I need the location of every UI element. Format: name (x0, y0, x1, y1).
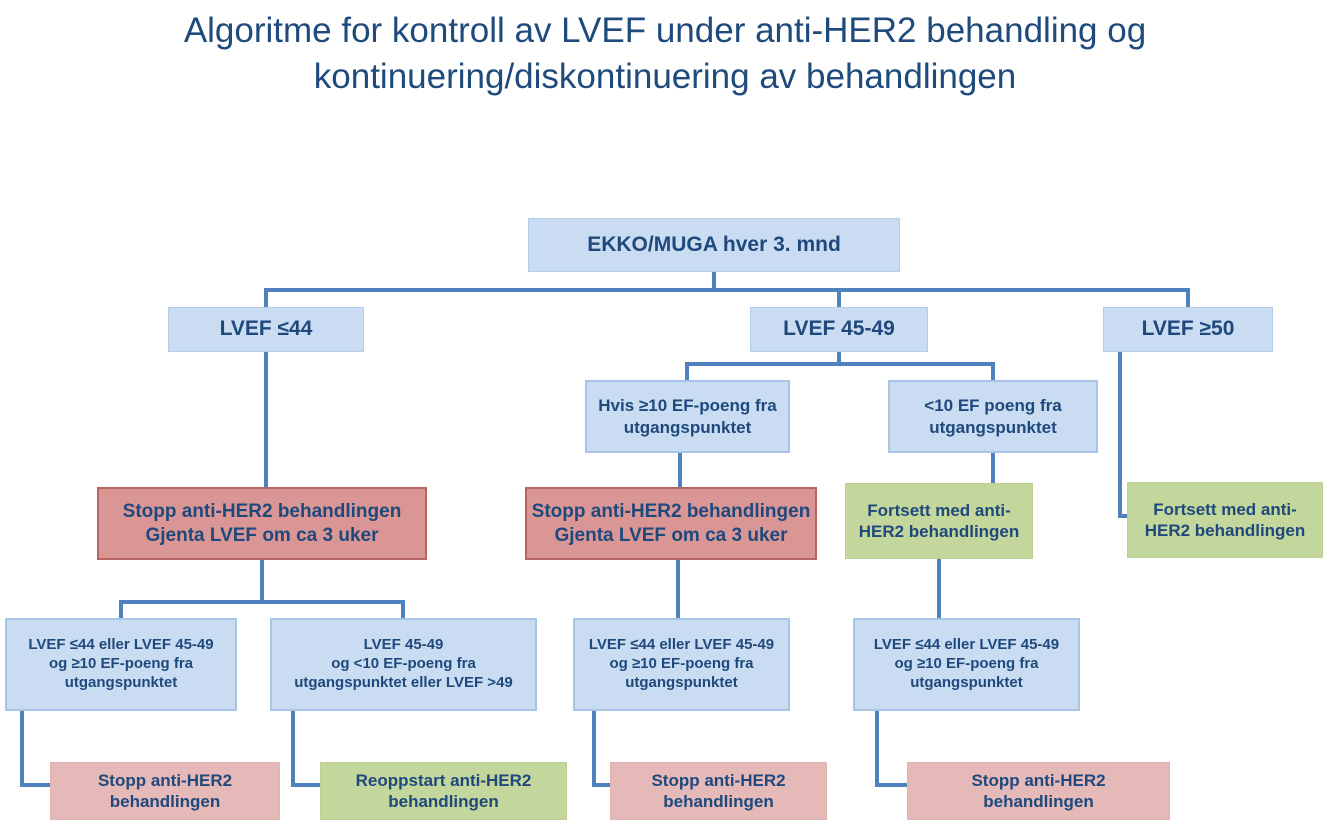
connector (937, 558, 941, 618)
connector (264, 288, 268, 307)
node-reoppstart-bottom: Reoppstart anti-HER2 behandlingen (320, 762, 567, 820)
node-stopp-bottom-1: Stopp anti-HER2 behandlingen (50, 762, 280, 820)
connector (119, 600, 405, 604)
connector (291, 711, 295, 787)
node-stopp-gjenta-left: Stopp anti-HER2 behandlingen Gjenta LVEF… (97, 487, 427, 560)
connector (875, 783, 909, 787)
connector (712, 272, 716, 292)
connector (20, 783, 52, 787)
connector (685, 362, 689, 380)
node-cond-left-a: LVEF ≤44 eller LVEF 45-49 og ≥10 EF-poen… (5, 618, 237, 711)
connector (264, 288, 1190, 292)
connector (20, 711, 24, 787)
connector (1118, 514, 1129, 518)
node-cond-mid: LVEF ≤44 eller LVEF 45-49 og ≥10 EF-poen… (573, 618, 790, 711)
node-fortsett-right: Fortsett med anti- HER2 behandlingen (1127, 482, 1323, 558)
connector (592, 783, 612, 787)
page-title: Algoritme for kontroll av LVEF under ant… (183, 11, 1147, 97)
node-cond-right: LVEF ≤44 eller LVEF 45-49 og ≥10 EF-poen… (853, 618, 1080, 711)
connector (260, 560, 264, 604)
connector (991, 362, 995, 380)
connector (676, 560, 680, 618)
connector (837, 288, 841, 307)
node-stopp-gjenta-mid: Stopp anti-HER2 behandlingen Gjenta LVEF… (525, 487, 817, 560)
connector (991, 453, 995, 483)
connector (291, 783, 322, 787)
connector (119, 600, 123, 618)
connector (1186, 288, 1190, 307)
node-lvef-le-44: LVEF ≤44 (168, 307, 364, 352)
node-hvis-ge10-ef-poeng: Hvis ≥10 EF-poeng fra utgangspunktet (585, 380, 790, 453)
connector (264, 352, 268, 487)
connector (875, 711, 879, 787)
connector (678, 453, 682, 487)
connector (1118, 352, 1122, 518)
connector (685, 362, 995, 366)
node-lvef-ge-50: LVEF ≥50 (1103, 307, 1273, 352)
node-lvef-45-49: LVEF 45-49 (750, 307, 928, 352)
node-ekko-muga: EKKO/MUGA hver 3. mnd (528, 218, 900, 272)
node-stopp-bottom-3: Stopp anti-HER2 behandlingen (907, 762, 1170, 820)
connector (401, 600, 405, 618)
node-cond-left-b: LVEF 45-49 og <10 EF-poeng fra utgangspu… (270, 618, 537, 711)
node-fortsett-mid: Fortsett med anti- HER2 behandlingen (845, 483, 1033, 559)
connector (592, 711, 596, 787)
connector (837, 352, 841, 366)
node-lt10-ef-poeng: <10 EF poeng fra utgangspunktet (888, 380, 1098, 453)
node-stopp-bottom-2: Stopp anti-HER2 behandlingen (610, 762, 827, 820)
